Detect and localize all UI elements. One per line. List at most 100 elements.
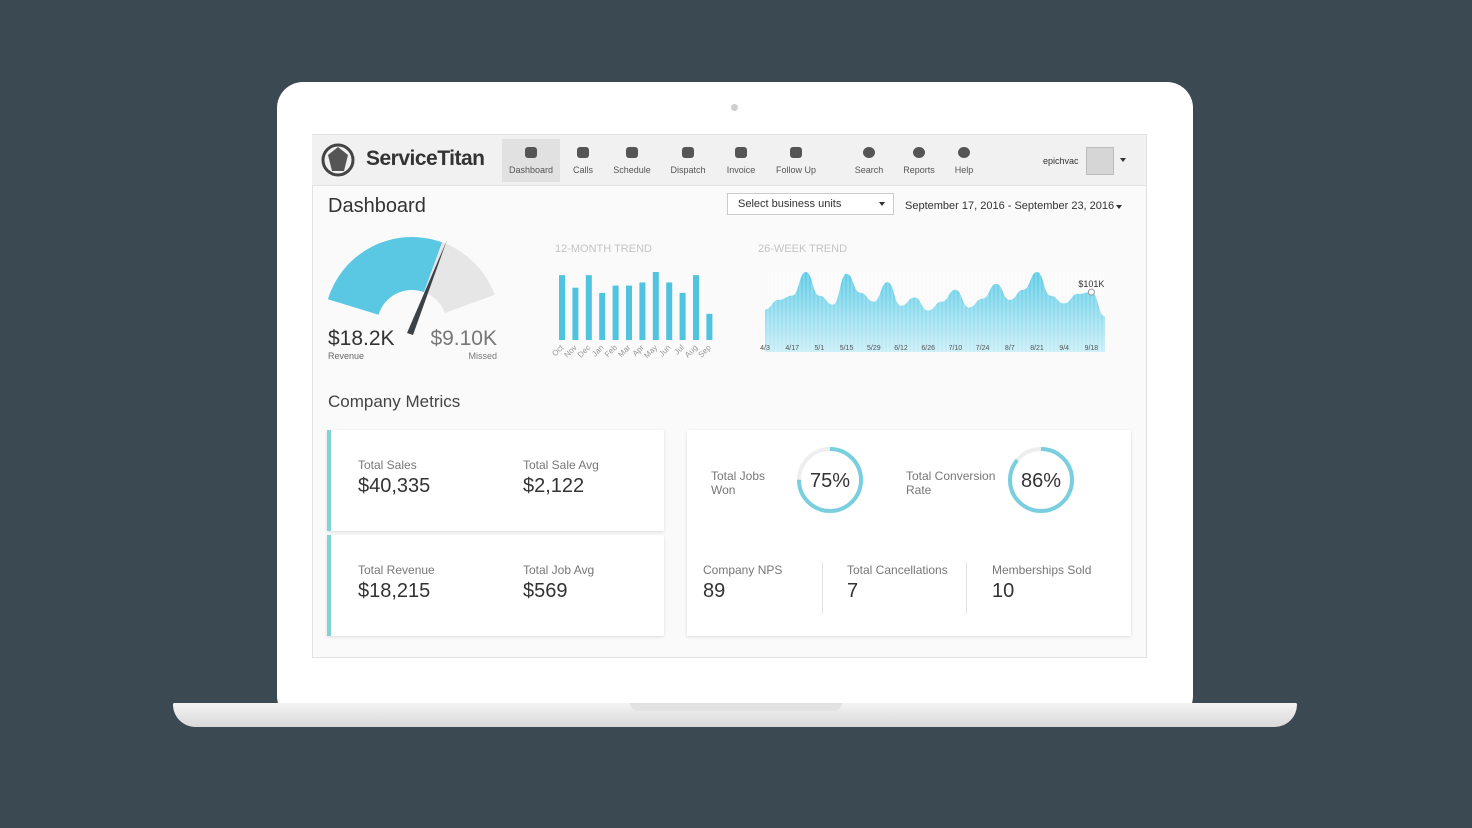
nav-item[interactable]: Dispatch: [659, 139, 717, 182]
gauge-needle: [407, 240, 447, 335]
bar: [585, 275, 592, 340]
nav-label: Invoice: [726, 165, 756, 175]
laptop-notch: [630, 703, 842, 711]
charts: $18.2K Revenue $9.10K Missed 12-MONTH TR…: [327, 237, 1105, 361]
metric-value: $40,335: [358, 475, 431, 497]
nav-item[interactable]: Follow Up: [767, 139, 825, 182]
stat-value: 7: [847, 580, 859, 602]
gauge-missed-label: Missed: [468, 351, 497, 361]
bar: [652, 272, 659, 340]
x-tick-label: 9/18: [1085, 345, 1099, 352]
section-title: Company Metrics: [328, 392, 461, 411]
business-units-select[interactable]: Select business units: [727, 193, 894, 215]
bar: [693, 275, 699, 340]
gauge-revenue-label: Revenue: [328, 351, 364, 361]
metric-label: Total Sale Avg: [523, 458, 599, 472]
x-tick-label: 8/7: [1005, 345, 1015, 352]
separator: [966, 562, 967, 614]
nav-item[interactable]: Help: [935, 139, 993, 182]
nav-item[interactable]: Schedule: [603, 139, 661, 182]
rings: 75% 86%: [797, 447, 1074, 513]
x-tick-label: 4/3: [760, 345, 770, 352]
metric-value: $18,215: [358, 580, 431, 602]
x-tick-label: Jun: [657, 343, 672, 358]
x-tick-label: 5/15: [840, 345, 854, 352]
bar: [706, 313, 713, 340]
x-tick-label: 7/24: [976, 345, 990, 352]
x-tick-label: Sep: [696, 343, 713, 360]
nav-item[interactable]: Search: [840, 139, 898, 182]
bar: [639, 282, 646, 340]
ring-label: Total Conversion Rate: [906, 469, 996, 497]
date-range[interactable]: September 17, 2016 - September 23, 2016: [905, 200, 1115, 212]
nav-icon: [577, 147, 589, 158]
metric-label: Total Job Avg: [523, 563, 595, 577]
page-title: Dashboard: [328, 195, 426, 217]
x-tick-label: 7/10: [949, 345, 963, 352]
nav-item[interactable]: Invoice: [712, 139, 770, 182]
nav-label: Dispatch: [670, 165, 706, 175]
nav-icon: [735, 147, 747, 158]
bar: [679, 292, 686, 340]
nav-icon: [626, 147, 638, 158]
nav-icon: [958, 147, 970, 158]
x-tick-label: 6/12: [894, 345, 908, 352]
nav-icon: [863, 147, 875, 158]
nav-icon: [913, 147, 925, 158]
annotation-dot: [1087, 288, 1095, 296]
x-tick-label: 9/4: [1059, 345, 1069, 352]
stat-value: 89: [703, 580, 726, 602]
brand[interactable]: ServiceTitan: [366, 147, 485, 170]
metric-card: [327, 535, 664, 636]
gauge-revenue: $18.2K: [328, 327, 395, 350]
nav-label: Dashboard: [508, 165, 554, 175]
stat-value: 10: [992, 580, 1015, 602]
bar: [559, 275, 565, 340]
nav-icon: [525, 147, 537, 158]
gauge-missed: $9.10K: [430, 327, 497, 350]
bar: [666, 282, 673, 340]
metric-value: $569: [523, 580, 568, 602]
logo: [321, 143, 355, 177]
metric-panel: [687, 430, 1131, 636]
ring-value: 86%: [1021, 470, 1061, 492]
nav-label: Help: [954, 165, 974, 175]
date-caret: [1116, 205, 1122, 209]
separator: [822, 562, 823, 614]
annotation: $101K: [1078, 279, 1104, 289]
chart-title: 12-MONTH TREND: [555, 243, 652, 255]
nav-label: Search: [854, 165, 884, 175]
nav-item[interactable]: Dashboard: [502, 139, 560, 182]
camera: [731, 104, 738, 111]
ring-value: 75%: [810, 470, 850, 492]
bar: [626, 285, 632, 340]
chart-title: 26-WEEK TREND: [758, 243, 847, 255]
metric-label: Total Sales: [358, 458, 417, 472]
avatar[interactable]: [1086, 147, 1114, 175]
bar: [599, 292, 606, 340]
trend-area: [765, 272, 1105, 352]
user-caret: [1120, 158, 1126, 162]
gauge-fill: [327, 237, 443, 315]
nav-label: Calls: [572, 165, 593, 175]
ring-label: Total Jobs Won: [711, 469, 766, 497]
stat-label: Total Cancellations: [847, 563, 948, 577]
gauge-rest: [424, 242, 495, 313]
username[interactable]: epichvac: [1043, 156, 1079, 166]
x-tick-label: 4/17: [785, 345, 799, 352]
nav-icon: [790, 147, 802, 158]
bar: [572, 287, 579, 340]
select-caret: [879, 202, 885, 206]
nav-label: Reports: [903, 165, 935, 175]
nav-item[interactable]: Reports: [890, 139, 948, 182]
x-tick-label: 5/1: [815, 345, 825, 352]
navbar: [312, 135, 1146, 186]
nav-label: Follow Up: [775, 165, 816, 175]
nav-icon: [682, 147, 694, 158]
metric-label: Total Revenue: [358, 563, 435, 577]
nav-item[interactable]: Calls: [554, 139, 612, 182]
bar: [612, 285, 619, 340]
stat-label: Memberships Sold: [992, 563, 1092, 577]
x-tick-label: 5/29: [867, 345, 881, 352]
